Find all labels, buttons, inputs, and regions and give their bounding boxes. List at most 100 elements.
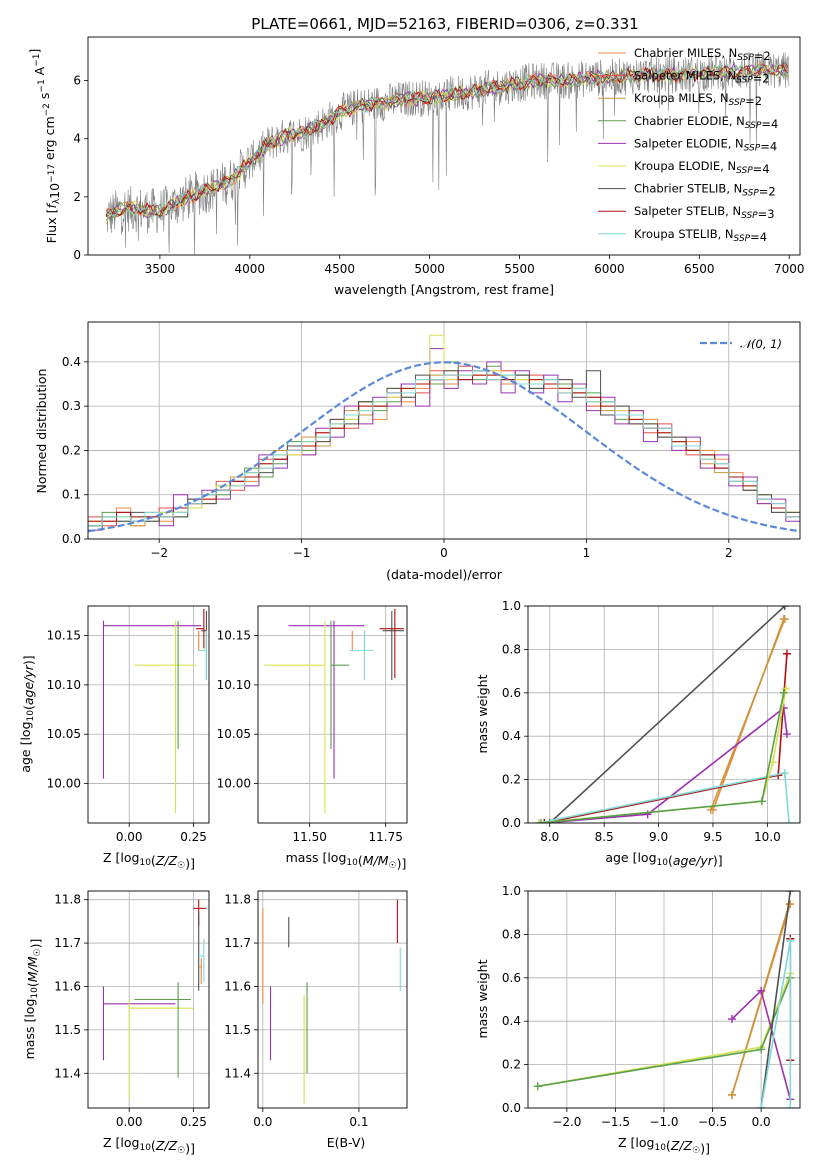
x-tick-label: 0.00 — [116, 1115, 143, 1129]
x-tick-label: 8.0 — [540, 830, 559, 844]
legend-entry: Kroupa ELODIE, NSSP=4 — [634, 159, 770, 176]
y-axis-label: Normed distribution — [34, 369, 49, 494]
mass-vs-Z-panel: 0.00 0.25 11.4 11.5 11.6 11.7 11.8 mass [log10(… — [22, 890, 210, 1156]
x-tick-label: 0.25 — [180, 1115, 207, 1129]
x-tick-label: 3500 — [145, 262, 176, 276]
y-tick-label: 4 — [73, 132, 81, 146]
x-tick-label: 11.75 — [369, 830, 403, 844]
y-tick-label: 10.00 — [47, 777, 81, 791]
x-axis-label: Z [log10(Z/Z☉)] — [103, 850, 195, 871]
x-axis-label: age [log10(age/yr)] — [605, 850, 722, 868]
weight-point — [786, 1104, 795, 1108]
weight-line — [549, 606, 786, 823]
y-tick-label: 10.15 — [217, 629, 251, 643]
mass-vs-EBV-plot-area — [262, 899, 401, 1104]
panels: 3500 4000 4500 5000 5500 6000 6500 7000 0 2 4 6 Chab… — [18, 36, 804, 1156]
y-tick-label: 0.2 — [502, 773, 521, 787]
x-tick-label: 10.0 — [754, 830, 781, 844]
y-tick-label: 0.1 — [62, 488, 81, 502]
weight-point — [757, 1045, 766, 1054]
y-axis-label: Flux [fλ10−17 erg cm−2 s−1 A−1] — [27, 49, 62, 244]
y-tick-label: 0.4 — [62, 355, 81, 369]
x-tick-label: 8.5 — [595, 830, 614, 844]
spectrum-panel: 3500 4000 4500 5000 5500 6000 6500 7000 0 2 4 6 Chab… — [27, 36, 804, 297]
x-tick-label: −2 — [150, 546, 168, 560]
model-line-kroupa-stelib — [105, 62, 789, 218]
weight-vs-age-panel: 8.0 8.5 9.0 9.5 10.0 0.0 0.2 0.4 0.6 0.8 1.0 mass w… — [475, 599, 801, 868]
weight-point — [706, 805, 715, 814]
x-tick-label: 5000 — [414, 262, 445, 276]
x-tick-label: 2 — [725, 546, 733, 560]
legend-entry: Salpeter MILES, NSSP=2 — [634, 69, 770, 86]
x-tick-label: 0.1 — [349, 1115, 368, 1129]
x-axis-label: Z [log10(Z/Z☉)] — [618, 1135, 710, 1156]
weight-line — [731, 903, 791, 1096]
x-tick-label: 4000 — [235, 262, 266, 276]
legend-entry: Chabrier MILES, NSSP=2 — [634, 46, 771, 63]
y-tick-label: 0.6 — [502, 971, 521, 985]
weight-vs-age-plot-area — [534, 606, 794, 823]
y-tick-label: 0.6 — [502, 686, 521, 700]
weight-line — [544, 706, 788, 823]
spectrum-data-line — [105, 52, 790, 255]
y-tick-label: 11.4 — [224, 1066, 251, 1080]
mass-vs-EBV-frame — [257, 890, 408, 1109]
normal-curve — [88, 361, 800, 533]
x-tick-label: 11.50 — [293, 830, 327, 844]
mass-vs-Z-plot-area — [102, 899, 207, 1100]
y-axis-label: mass weight — [475, 674, 490, 753]
x-tick-label: 4500 — [324, 262, 355, 276]
y-tick-label: 11.4 — [54, 1066, 81, 1080]
y-tick-label: 0 — [73, 248, 81, 262]
age-vs-mass-panel: 11.50 11.75 10.00 10.05 10.10 10.15 mass [log1… — [217, 605, 408, 871]
legend-entry: Kroupa MILES, NSSP=2 — [634, 91, 762, 108]
y-tick-label: 11.6 — [224, 979, 251, 993]
residuals-panel: −2 −1 0 1 2 0.0 0.1 0.2 0.3 0.4 𝒩(0, 1) Normed dist… — [34, 321, 801, 582]
y-tick-label: 10.10 — [47, 678, 81, 692]
x-tick-label: −0.5 — [698, 1115, 727, 1129]
mass-vs-EBV-panel: 0.0 0.1 11.4 11.5 11.6 11.7 11.8 E(B-V) — [224, 890, 408, 1150]
y-tick-label: 11.7 — [54, 936, 81, 950]
residuals-plot-area — [88, 334, 800, 539]
x-tick-label: −2.0 — [552, 1115, 581, 1129]
y-tick-label: 0.2 — [62, 443, 81, 457]
x-tick-label: −1 — [293, 546, 311, 560]
weight-point — [757, 797, 766, 806]
x-tick-label: 9.5 — [703, 830, 722, 844]
legend-entry: Salpeter STELIB, NSSP=3 — [634, 204, 775, 221]
mass-vs-Z-frame — [87, 890, 210, 1109]
y-tick-label: 10.00 — [217, 777, 251, 791]
weight-line — [760, 891, 792, 1108]
legend-entry: Salpeter ELODIE, NSSP=4 — [634, 136, 777, 153]
x-tick-label: 1 — [583, 546, 591, 560]
weight-vs-age-frame — [527, 605, 801, 824]
y-axis-label: mass [log10(M/M☉)] — [22, 939, 43, 1060]
age-vs-Z-panel: 0.00 0.25 10.00 10.05 10.10 10.15 age [log10(a… — [18, 605, 210, 871]
weight-point — [728, 1090, 736, 1099]
x-axis-label: E(B-V) — [327, 1135, 366, 1150]
residual-histogram — [88, 370, 800, 539]
weight-point — [782, 649, 791, 658]
y-tick-label: 11.8 — [54, 893, 81, 907]
x-tick-label: 5500 — [504, 262, 535, 276]
y-tick-label: 0.0 — [502, 816, 521, 830]
age-vs-Z-frame — [87, 605, 210, 824]
legend-entry: Chabrier STELIB, NSSP=2 — [634, 182, 776, 199]
y-tick-label: 0.4 — [502, 729, 521, 743]
y-tick-label: 0.2 — [502, 1058, 521, 1072]
weight-point — [757, 986, 766, 995]
y-tick-label: 10.05 — [47, 727, 81, 741]
y-tick-label: 0.3 — [62, 399, 81, 413]
y-tick-label: 11.5 — [224, 1023, 251, 1037]
y-axis-label: mass weight — [475, 959, 490, 1038]
x-axis-label: mass [log10(M/M☉)] — [286, 850, 407, 871]
age-vs-Z-plot-area — [102, 608, 207, 814]
weight-point — [780, 615, 789, 624]
y-tick-label: 2 — [73, 190, 81, 204]
weight-point — [533, 1082, 542, 1091]
y-tick-label: 0.4 — [502, 1014, 521, 1028]
weight-point — [782, 730, 791, 739]
y-axis-label: age [log10(age/yr)] — [18, 655, 36, 772]
model-line-salpeter-stelib — [105, 64, 788, 217]
weight-point — [780, 769, 789, 778]
